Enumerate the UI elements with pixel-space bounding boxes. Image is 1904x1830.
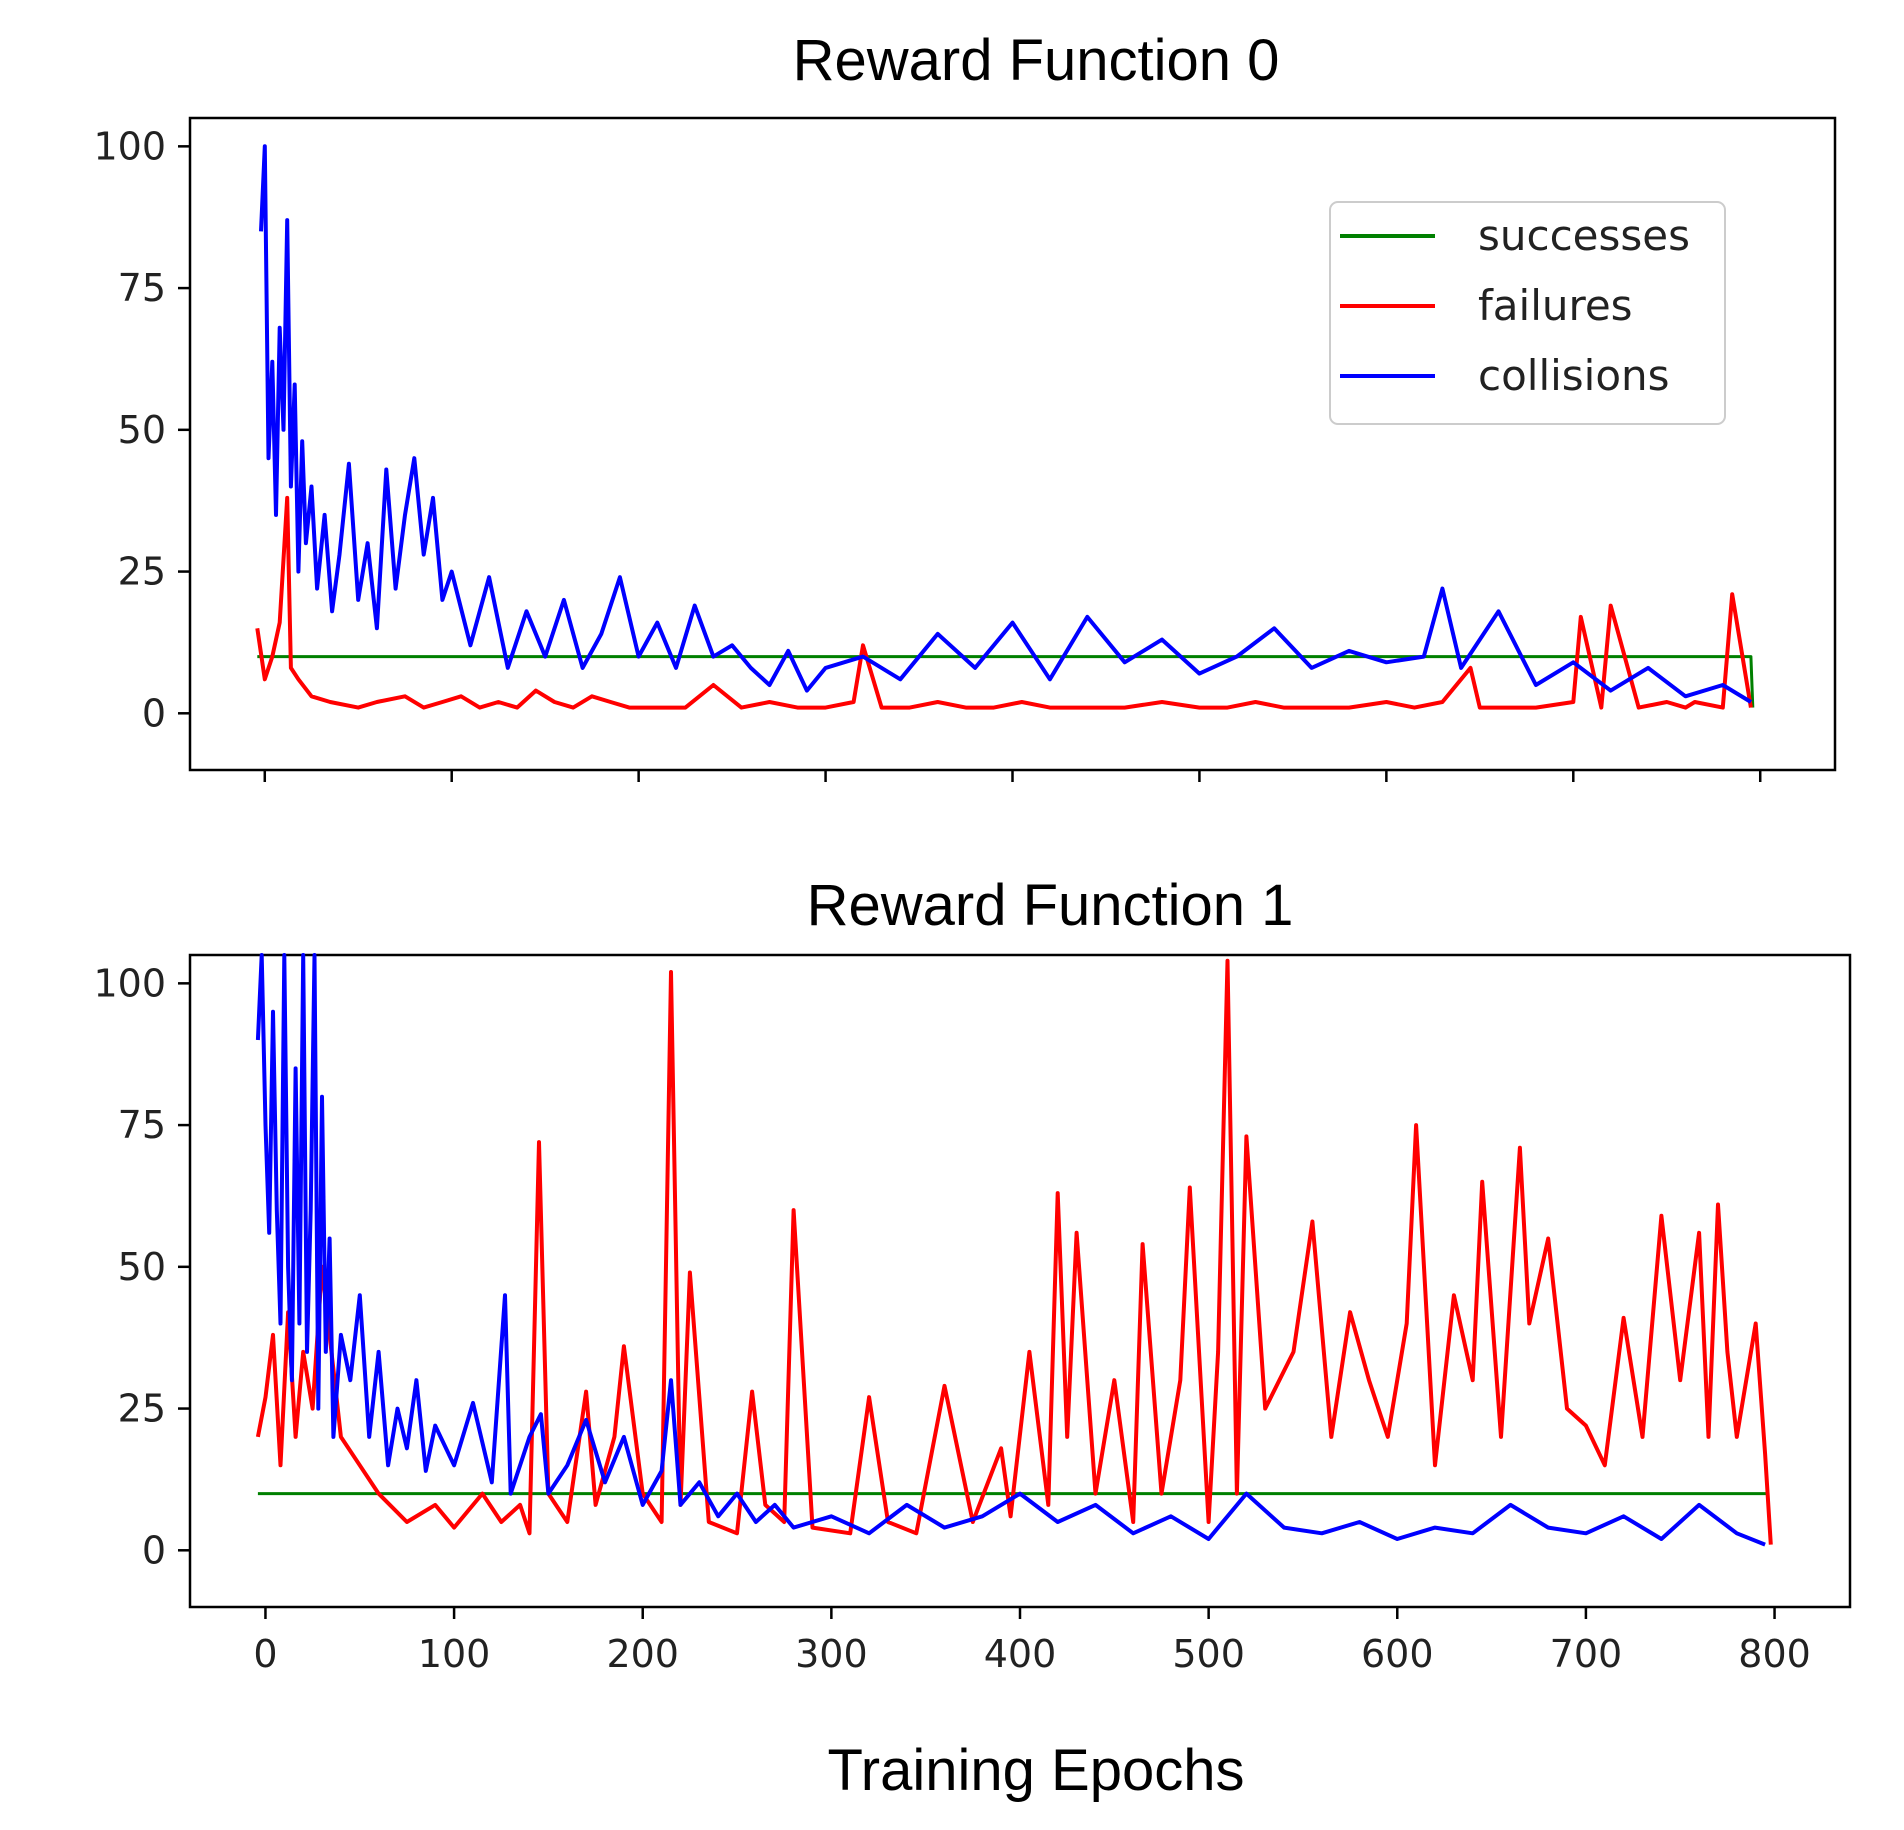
y-tick-label: 0 (142, 691, 166, 735)
y-tick-label: 75 (118, 266, 166, 310)
x-tick-label: 400 (984, 1632, 1057, 1676)
y-tick-label: 100 (93, 124, 166, 168)
chart-title-0: Reward Function 0 (793, 28, 1280, 93)
legend-label-failures: failures (1478, 281, 1633, 330)
chart-title-1: Reward Function 1 (807, 873, 1294, 938)
y-tick-label: 25 (118, 1387, 166, 1431)
legend-label-collisions: collisions (1478, 351, 1670, 400)
y-tick-label: 0 (142, 1528, 166, 1572)
x-tick-label: 700 (1550, 1632, 1623, 1676)
series-group-0 (255, 144, 1755, 710)
y-tick-label: 25 (118, 550, 166, 594)
x-tick-label: 600 (1361, 1632, 1434, 1676)
legend-label-successes: successes (1478, 211, 1690, 260)
legend: successes failures collisions (1329, 201, 1726, 425)
x-tick-label: 300 (795, 1632, 868, 1676)
x-tick-label: 100 (418, 1632, 491, 1676)
x-tick-label: 200 (606, 1632, 679, 1676)
y-tick-label: 50 (118, 408, 166, 452)
axis-ticks-0: 0 25 50 75 100 (93, 124, 1762, 782)
y-tick-label: 75 (118, 1103, 166, 1147)
axis-ticks-1: 0 25 50 75 100 0 100 200 300 400 500 600 700 800 (93, 961, 1810, 1676)
series-line-collisions (259, 144, 1752, 704)
series-group-1 (255, 953, 1773, 1547)
chart-panel-1: Reward Function 1 0 25 50 75 100 0 100 200 300 40… (93, 873, 1852, 1676)
x-axis-label: Training Epochs (828, 1738, 1245, 1803)
chart-panel-0: Reward Function 0 0 25 50 75 100 successes f… (93, 28, 1837, 782)
x-tick-label: 500 (1172, 1632, 1245, 1676)
series-line-failures (255, 495, 1753, 710)
y-tick-label: 50 (118, 1245, 166, 1289)
x-tick-label: 0 (253, 1632, 277, 1676)
legend-box (1329, 201, 1726, 425)
y-tick-label: 100 (93, 961, 166, 1005)
series-line-collisions (255, 953, 1766, 1547)
x-tick-label: 800 (1738, 1632, 1811, 1676)
series-line-failures (255, 958, 1773, 1545)
